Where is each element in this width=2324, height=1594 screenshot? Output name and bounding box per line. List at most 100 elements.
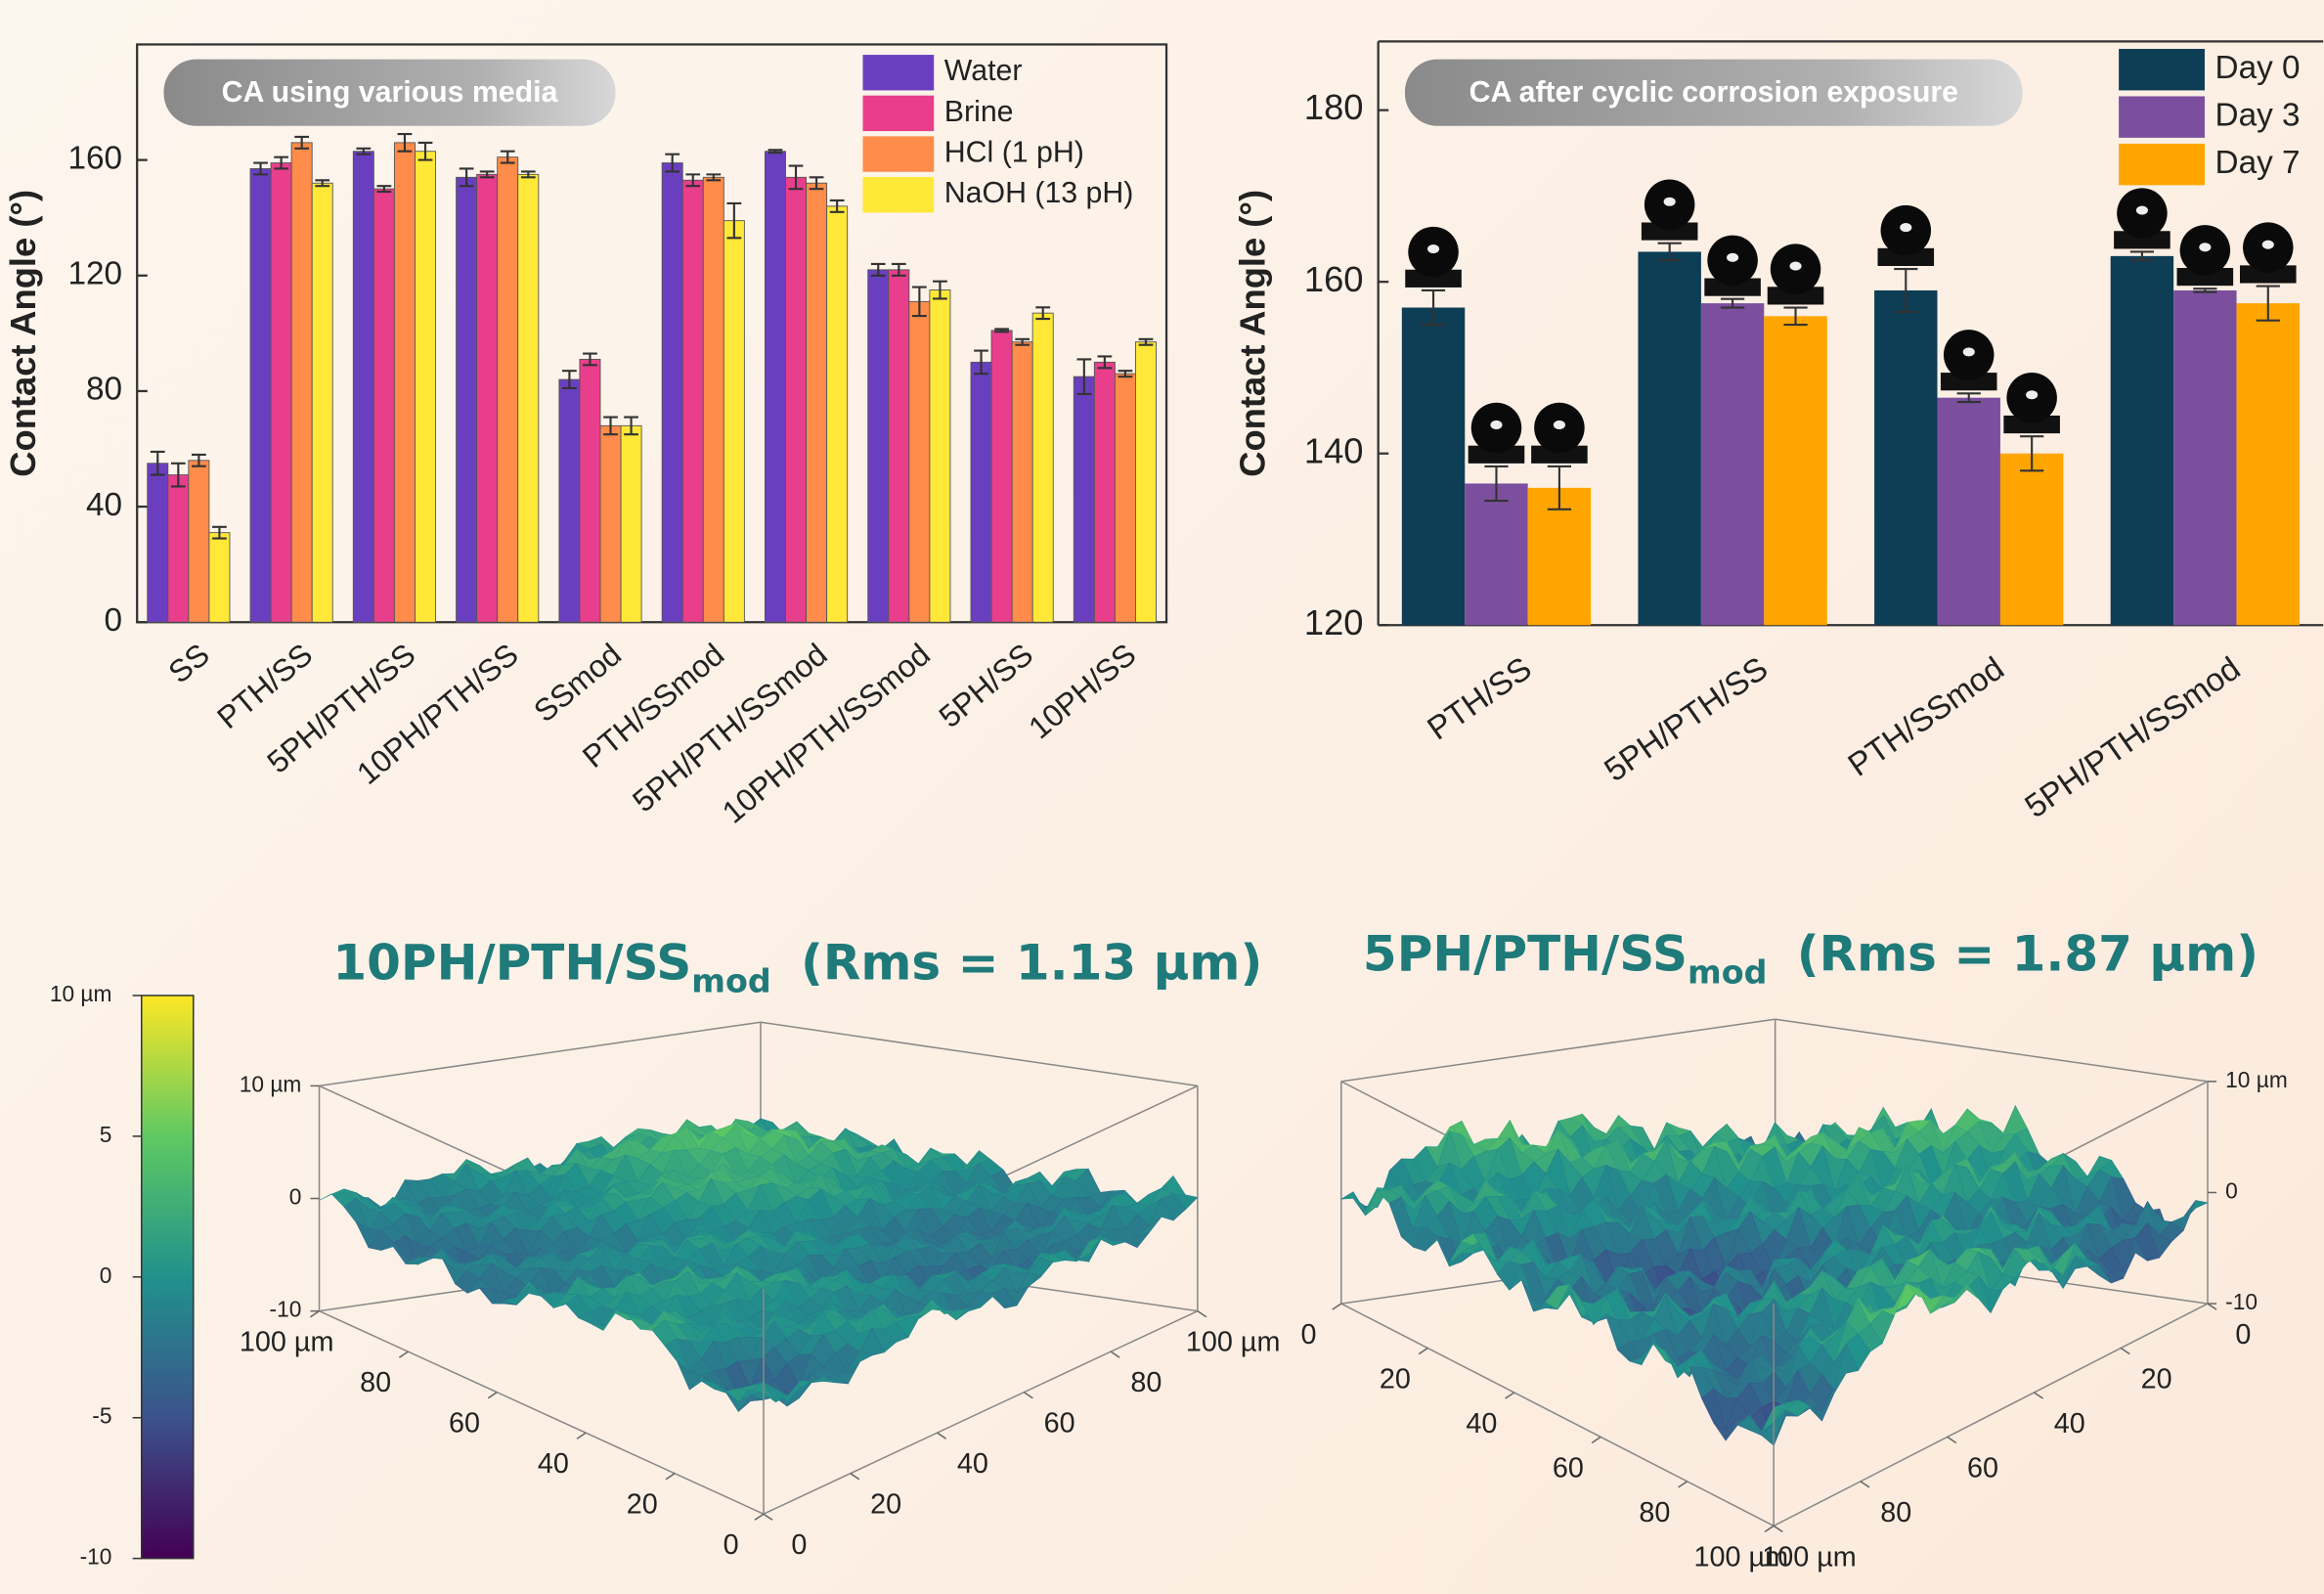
droplet-highlight	[1963, 347, 1975, 356]
droplet-highlight	[2262, 241, 2274, 249]
droplet-image	[1642, 180, 1698, 241]
bar	[271, 163, 291, 623]
box-edge	[1776, 1019, 2208, 1082]
bar	[457, 177, 477, 622]
bar	[909, 301, 930, 622]
x-tick-label: 40	[538, 1448, 569, 1480]
bar	[312, 183, 332, 622]
bar	[827, 206, 848, 622]
y-tick-label: 40	[86, 487, 122, 523]
droplet-highlight	[1427, 244, 1439, 253]
error-bar	[2193, 288, 2216, 292]
z-tick-label: -10	[2225, 1289, 2258, 1314]
box-edge	[761, 1022, 1198, 1085]
x-tick	[755, 1514, 764, 1520]
y-tick-label: 120	[1304, 602, 1364, 642]
x-tick-label: 20	[1380, 1363, 1411, 1395]
x-tick-label: 60	[449, 1408, 480, 1439]
bar	[353, 152, 373, 623]
y-tick-label: 0	[791, 1529, 807, 1561]
bar	[889, 270, 909, 622]
title-main: 10PH/PTH/SS	[332, 934, 691, 991]
x-tick-label: 40	[1466, 1408, 1497, 1439]
bar	[1094, 362, 1115, 622]
x-tick	[1506, 1393, 1514, 1398]
legend-label: HCl (1 pH)	[944, 137, 1084, 169]
y-tick-label: 20	[870, 1489, 901, 1521]
x-tick	[1765, 1526, 1774, 1531]
title-subscript: mod	[691, 961, 770, 999]
bar	[1465, 483, 1527, 625]
legend-swatch	[2119, 144, 2205, 185]
droplet-highlight	[1900, 223, 1911, 232]
droplet-image	[1941, 330, 1997, 390]
bar	[148, 464, 168, 622]
y-tick-label: 80	[1880, 1497, 1911, 1528]
bar	[394, 143, 415, 622]
z-tick-label: 10 µm	[240, 1071, 302, 1096]
legend-label: Day 3	[2215, 97, 2301, 133]
legend-swatch	[2119, 96, 2205, 137]
box-edge	[1341, 1019, 1776, 1082]
x-tick-label: PTH/SSmod	[1842, 650, 2011, 783]
y-tick	[2034, 1393, 2042, 1398]
bar	[2173, 290, 2236, 625]
droplet-image	[1405, 227, 1462, 288]
y-tick-label: 160	[1304, 259, 1364, 299]
box-edge	[320, 1022, 761, 1085]
bar	[2000, 454, 2063, 626]
bar-chart: 120140160180Contact Angle (°)PTH/SS5PH/P…	[1233, 41, 2324, 825]
bar	[580, 359, 600, 622]
bar	[600, 425, 621, 622]
z-tick-label: -10	[270, 1297, 302, 1322]
y-tick-label: 20	[2141, 1363, 2172, 1395]
figure: 04080120160Contact Angle (°)SSPTH/SS5PH/…	[0, 0, 2324, 1594]
legend-label: Day 0	[2215, 50, 2301, 86]
y-tick	[1198, 1311, 1206, 1317]
bar	[1012, 342, 1032, 623]
bar	[930, 290, 950, 623]
surface-title: 5PH/PTH/SSmod(Rms = 1.87 µm)	[1363, 925, 2258, 991]
y-tick	[851, 1474, 859, 1480]
bar	[868, 270, 889, 622]
bar	[991, 331, 1012, 622]
x-tick	[1592, 1437, 1600, 1442]
bar	[168, 475, 189, 623]
colorbar-tick-label: -10	[80, 1544, 112, 1570]
y-tick	[1024, 1393, 1032, 1398]
y-tick	[1861, 1482, 1869, 1487]
x-tick	[1419, 1349, 1427, 1354]
bar	[1135, 342, 1156, 623]
y-tick	[1774, 1526, 1782, 1531]
bar	[498, 157, 518, 623]
y-tick	[2121, 1349, 2129, 1354]
bar	[765, 152, 785, 623]
x-tick-label: 100 µm	[240, 1327, 334, 1358]
legend-label: Water	[944, 55, 1023, 87]
droplet-highlight	[2026, 390, 2038, 399]
x-tick-label: 0	[1300, 1319, 1316, 1350]
y-axis-label: Contact Angle (°)	[3, 190, 43, 477]
droplet-image	[2003, 373, 2060, 433]
bar	[682, 180, 703, 622]
title-rms: (Rms = 1.13 µm)	[801, 934, 1262, 991]
droplet-highlight	[1664, 198, 1676, 206]
y-tick	[938, 1433, 946, 1439]
x-tick-label: 10PH/SS	[1022, 637, 1142, 746]
legend-swatch	[862, 96, 934, 131]
x-tick-label: 80	[360, 1367, 391, 1398]
y-tick-label: 100 µm	[1186, 1327, 1281, 1358]
y-tick-label: 40	[957, 1448, 988, 1480]
bar	[250, 168, 271, 622]
title-subscript: mod	[1688, 952, 1767, 991]
y-tick-label: 40	[2054, 1408, 2085, 1439]
droplet-image	[2240, 222, 2297, 283]
bar	[662, 163, 682, 623]
droplet-image	[1469, 403, 1525, 464]
surface-mesh	[320, 1119, 1198, 1411]
colorbar	[142, 996, 194, 1559]
colorbar-tick-label: 10 µm	[50, 981, 112, 1006]
droplet-highlight	[1490, 421, 1502, 429]
x-tick	[399, 1351, 408, 1357]
